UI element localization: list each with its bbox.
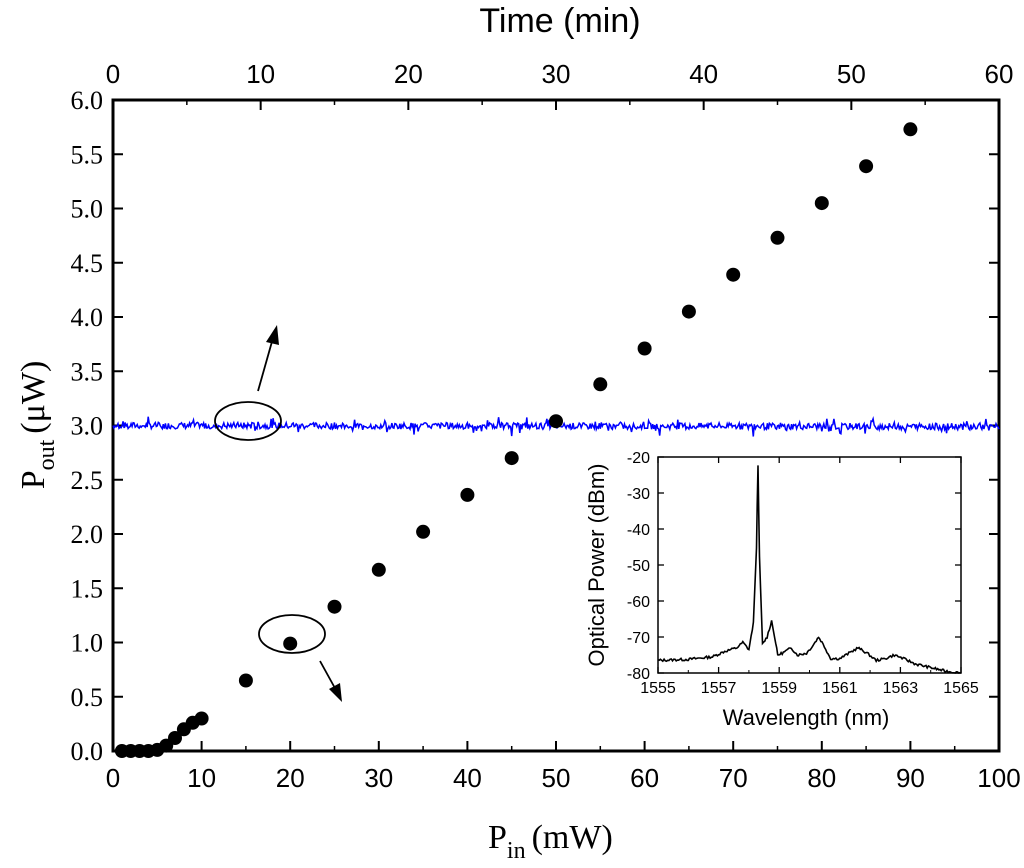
top-tick-label: 40 — [689, 59, 718, 89]
inset-background — [658, 457, 961, 673]
x-axis-title: Pin (mW) — [488, 819, 613, 864]
scatter-point — [814, 196, 829, 211]
x-tick-label: 10 — [187, 763, 216, 793]
top-tick-label: 60 — [985, 59, 1014, 89]
y-tick-label: 1.0 — [71, 629, 104, 658]
inset-y-tick-label: -80 — [627, 666, 650, 683]
scatter-point — [371, 562, 386, 577]
x-axis-title-sub: in — [507, 838, 526, 864]
inset-tick-labels: 1555 1557 1559 1561 1563 1565 -20 -30 -40 -50 -60 -… — [627, 450, 979, 697]
scatter-point — [416, 524, 431, 539]
scatter-point — [903, 122, 918, 137]
y-tick-label: 2.5 — [71, 466, 104, 495]
x-axis-title-main: P — [488, 819, 507, 856]
scatter-point — [238, 673, 253, 688]
top-ticks — [112, 100, 1000, 110]
scatter-point — [327, 599, 342, 614]
scatter-point — [460, 487, 475, 502]
inset-x-tick-label: 1563 — [883, 680, 919, 697]
annotation-arrow-bottom — [319, 660, 337, 691]
top-axis-title: Time (min) — [479, 2, 640, 40]
top-tick-label: 30 — [542, 59, 571, 89]
inset-chart: 1555 1557 1559 1561 1563 1565 -20 -30 -40 -50 -60 -… — [584, 450, 979, 730]
annotation-ellipse-bottom — [258, 614, 326, 654]
y-axis-title-unit: (μW) — [15, 361, 52, 434]
y-axis-title-main: P — [15, 470, 52, 489]
x-tick-label: 40 — [453, 763, 482, 793]
scatter-point — [283, 636, 298, 651]
top-tick-label: 10 — [246, 59, 275, 89]
inset-x-tick-label: 1555 — [640, 680, 676, 697]
top-tick-label: 20 — [394, 59, 423, 89]
x-tick-label: 100 — [977, 763, 1020, 793]
x-tick-label: 60 — [630, 763, 659, 793]
y-tick-label: 0.0 — [71, 737, 104, 766]
y-tick-label: 5.0 — [71, 195, 104, 224]
y-tick-label: 2.0 — [71, 520, 104, 549]
x-axis-title-unit: (mW) — [532, 819, 613, 856]
y-tick-label: 3.0 — [71, 412, 104, 441]
scatter-point — [770, 230, 785, 245]
top-tick-labels: 0 10 20 30 40 50 60 — [106, 59, 1014, 89]
scatter-point — [168, 731, 182, 745]
annotation-arrowhead-top — [266, 325, 279, 345]
inset-y-tick-label: -50 — [627, 558, 650, 575]
annotation-arrow-top — [257, 337, 274, 392]
inset-y-tick-label: -60 — [627, 594, 650, 611]
scatter-series — [114, 122, 918, 758]
scatter-point — [194, 711, 209, 726]
inset-x-tick-label: 1559 — [761, 680, 797, 697]
inset-frame — [657, 456, 962, 674]
x-tick-label: 30 — [364, 763, 393, 793]
top-tick-label: 0 — [106, 59, 120, 89]
inset-x-title: Wavelength (nm) — [723, 705, 890, 730]
scatter-point — [637, 341, 652, 356]
scatter-point — [504, 451, 519, 466]
inset-spectrum-line — [657, 465, 962, 674]
inset-x-tick-label: 1561 — [822, 680, 858, 697]
x-tick-label: 70 — [719, 763, 748, 793]
x-tick-label: 80 — [807, 763, 836, 793]
y-axis-title-sub: out — [34, 439, 60, 470]
y-tick-label: 6.0 — [71, 86, 104, 115]
inset-x-tick-label: 1565 — [943, 680, 979, 697]
top-tick-label: 50 — [837, 59, 866, 89]
y-axis-title: Pout (μW) — [15, 361, 60, 490]
scatter-point — [593, 377, 608, 392]
y-tick-label: 4.0 — [71, 303, 104, 332]
inset-y-tick-label: -30 — [627, 486, 650, 503]
inset-y-title: Optical Power (dBm) — [584, 464, 609, 667]
main-tick-labels: 0 10 20 30 40 50 60 70 80 90 100 0.0 0.5 1.0 1.5 2.0 2.5… — [71, 86, 1021, 793]
annotation-arrowhead-bottom — [329, 683, 342, 702]
inset-y-tick-label: -70 — [627, 630, 650, 647]
y-tick-label: 4.5 — [71, 249, 104, 278]
y-tick-label: 3.5 — [71, 357, 104, 386]
y-tick-label: 5.5 — [71, 140, 104, 169]
y-tick-label: 0.5 — [71, 683, 104, 712]
x-tick-label: 20 — [276, 763, 305, 793]
inset-x-tick-label: 1557 — [701, 680, 737, 697]
inset-y-tick-label: -20 — [627, 450, 650, 467]
scatter-point — [726, 267, 741, 282]
scatter-point — [549, 414, 563, 429]
scatter-point — [681, 304, 696, 319]
scatter-point — [859, 159, 874, 174]
x-tick-label: 0 — [106, 763, 120, 793]
x-tick-label: 90 — [896, 763, 925, 793]
y-tick-label: 1.5 — [71, 574, 104, 603]
annotation-ellipse-top — [214, 401, 282, 441]
inset-y-tick-label: -40 — [627, 522, 650, 539]
x-tick-label: 50 — [542, 763, 571, 793]
